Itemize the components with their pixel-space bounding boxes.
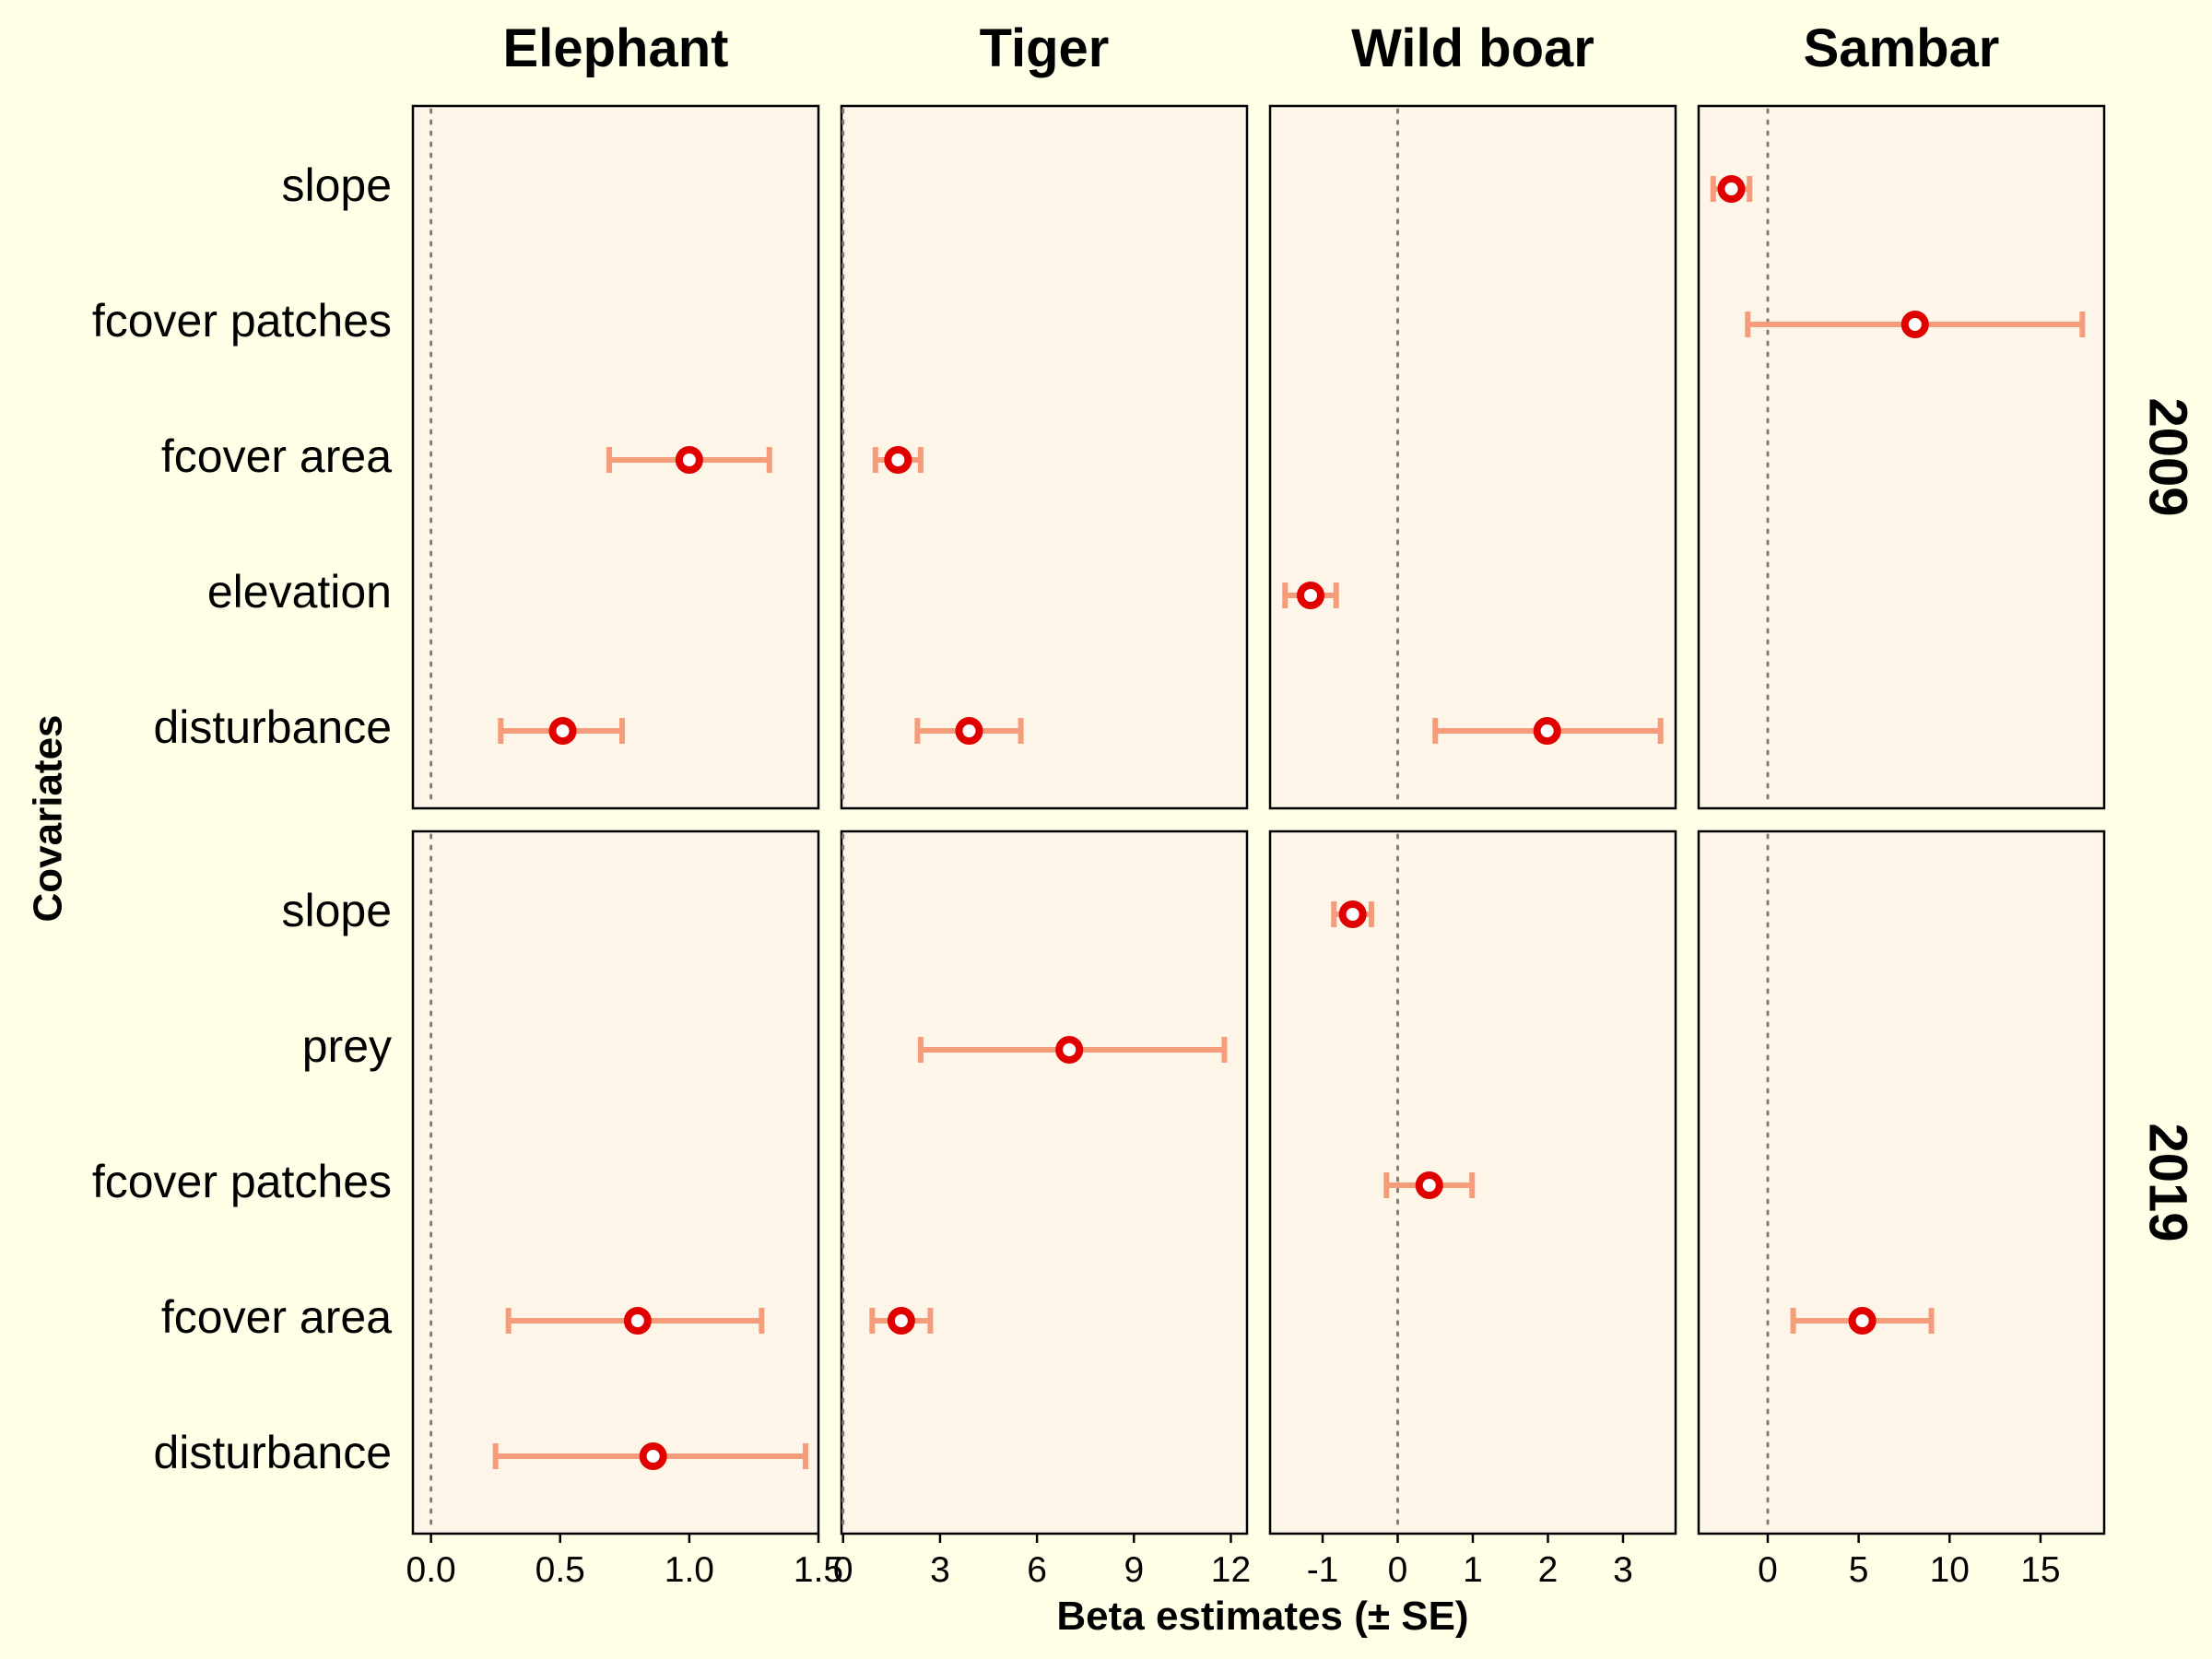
- y-axis-title: Covariates: [26, 714, 71, 922]
- x-tick-label: 15: [2020, 1550, 2060, 1590]
- panel-tiger-2019: [840, 830, 1249, 1535]
- point-estimate: [1415, 1171, 1443, 1199]
- x-tick-label: 3: [1613, 1550, 1633, 1590]
- strip-label-sambar: Sambar: [1804, 18, 2000, 78]
- x-tick-label: 6: [1027, 1550, 1047, 1590]
- x-tick-label: 2: [1538, 1550, 1559, 1590]
- strip-label-tiger: Tiger: [980, 18, 1110, 78]
- y-tick-label-slope: slope: [281, 885, 392, 936]
- x-tick-label: 0: [1758, 1550, 1778, 1590]
- point-estimate: [1900, 311, 1929, 338]
- point-estimate: [1848, 1307, 1877, 1335]
- point-estimate: [623, 1307, 652, 1335]
- y-tick-label-prey: prey: [302, 1020, 392, 1072]
- point-estimate: [548, 717, 577, 745]
- x-tick-label: 1.5: [794, 1550, 843, 1590]
- panel-wild-boar-2009: [1268, 104, 1677, 810]
- point-estimate: [1717, 175, 1746, 203]
- x-tick-label: 0: [833, 1550, 853, 1590]
- panel-sambar-2009: [1697, 104, 2106, 810]
- y-tick-label-disturbance: disturbance: [154, 701, 393, 753]
- point-estimate: [887, 1307, 915, 1335]
- x-tick-label: 10: [1930, 1550, 1970, 1590]
- point-estimate: [1297, 582, 1324, 609]
- panel-sambar-2019: [1697, 830, 2106, 1535]
- x-tick-label: 3: [930, 1550, 950, 1590]
- y-tick-label-disturbance: disturbance: [154, 1427, 393, 1478]
- x-tick-label: 9: [1124, 1550, 1144, 1590]
- strip-label-2009: 2009: [2138, 397, 2198, 516]
- strip-label-2019: 2019: [2138, 1123, 2198, 1241]
- x-tick-label: -1: [1307, 1550, 1339, 1590]
- point-estimate: [1533, 717, 1561, 745]
- point-estimate: [639, 1442, 667, 1470]
- x-tick-label: 1: [1463, 1550, 1483, 1590]
- plot-layer: Elephant Tiger Wild boar Sambar2009slopefco…: [92, 18, 2198, 1590]
- x-tick-label: 0.0: [406, 1550, 456, 1590]
- x-tick-label: 0: [1388, 1550, 1408, 1590]
- point-estimate: [1055, 1036, 1084, 1064]
- panel-elephant-2019: [411, 830, 820, 1535]
- strip-label-wild-boar: Wild boar: [1351, 18, 1594, 78]
- y-tick-label-slope: slope: [281, 159, 392, 211]
- point-estimate: [1338, 900, 1367, 928]
- x-tick-label: 1.0: [665, 1550, 714, 1590]
- x-axis-title: Beta estimates (± SE): [1056, 1594, 1468, 1639]
- x-tick-label: 0.5: [535, 1550, 585, 1590]
- y-tick-label-fcover-patches: fcover patches: [92, 295, 392, 347]
- y-tick-label-fcover-area: fcover area: [161, 1291, 392, 1343]
- y-tick-label-elevation: elevation: [207, 566, 392, 618]
- point-estimate: [884, 446, 912, 474]
- strip-label-elephant: Elephant: [503, 18, 729, 78]
- point-estimate: [955, 717, 983, 745]
- x-tick-label: 5: [1849, 1550, 1869, 1590]
- y-tick-label-fcover-patches: fcover patches: [92, 1156, 392, 1207]
- point-estimate: [675, 446, 703, 474]
- y-tick-label-fcover-area: fcover area: [161, 430, 392, 482]
- x-tick-label: 12: [1211, 1550, 1251, 1590]
